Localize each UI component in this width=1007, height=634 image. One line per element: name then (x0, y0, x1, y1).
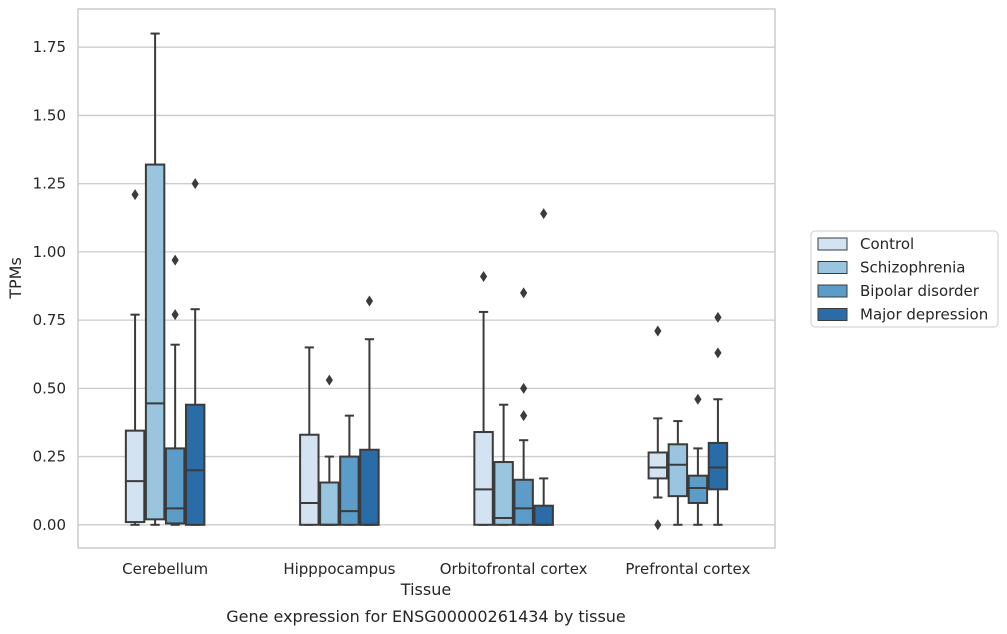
legend-label: Bipolar disorder (860, 282, 980, 300)
y-tick-label: 0.75 (33, 311, 66, 329)
legend: Control Schizophrenia Bipolar disorder Majo… (810, 230, 999, 328)
outlier-point (520, 287, 528, 299)
box-iqr (124, 429, 146, 524)
box-major-depression (359, 295, 380, 526)
y-axis-label: TPMs (6, 257, 25, 300)
x-tick-label: Prefrontal cortex (625, 560, 750, 578)
y-tick-label: 1.50 (33, 106, 66, 124)
box-schizophrenia (144, 32, 166, 526)
box-major-depression (184, 178, 206, 526)
legend-label: Schizophrenia (860, 259, 965, 277)
x-tick-label: Hipppocampus (283, 560, 395, 578)
outlier-point (520, 410, 528, 422)
box-bipolar-disorder (164, 254, 186, 526)
y-tick-label: 1.25 (33, 175, 66, 193)
legend-swatch (817, 308, 848, 321)
legend-label: Control (860, 235, 914, 253)
x-axis-label: Tissue (400, 580, 451, 599)
chart-caption: Gene expression for ENSG00000261434 by t… (226, 607, 626, 626)
outlier-point (654, 519, 662, 531)
box-iqr (299, 433, 320, 526)
box-iqr (533, 504, 554, 526)
legend-frame (810, 230, 999, 328)
x-tick-label: Orbitofrontal cortex (440, 560, 588, 578)
legend-swatch (817, 237, 848, 251)
box-iqr (493, 461, 514, 526)
box-major-depression (707, 311, 729, 526)
legend-label: Major depression (860, 306, 988, 324)
y-tick-label: 0.25 (33, 448, 66, 466)
box-iqr (667, 443, 689, 498)
y-tick-label: 1.75 (33, 38, 66, 56)
box-bipolar-disorder (339, 414, 360, 526)
outlier-point (540, 208, 548, 220)
outlier-point (365, 295, 374, 307)
outlier-point (131, 189, 139, 201)
boxes (124, 32, 729, 531)
box-iqr (144, 163, 166, 521)
y-tick-label: 0.00 (33, 516, 66, 534)
outlier-point (694, 393, 702, 405)
box-iqr (687, 474, 709, 504)
outlier-point (520, 382, 528, 394)
box-iqr (707, 441, 729, 491)
box-iqr (473, 431, 494, 526)
box-iqr (513, 478, 534, 526)
box-bipolar-disorder (687, 393, 709, 526)
outlier-point (714, 311, 722, 323)
box-control (124, 189, 146, 526)
x-tick-labels: Cerebellum Hipppocampus Orbitofrontal cort… (122, 560, 750, 578)
y-tick-label: 1.00 (33, 243, 66, 261)
box-iqr (319, 481, 340, 526)
outlier-point (479, 270, 488, 282)
box-iqr (184, 403, 206, 526)
legend-swatch (817, 261, 848, 274)
outlier-point (654, 325, 662, 337)
box-major-depression (533, 208, 554, 526)
box-schizophrenia (493, 403, 514, 526)
box-schizophrenia (667, 420, 689, 526)
outlier-point (325, 374, 333, 386)
y-tick-label: 0.50 (33, 379, 66, 397)
legend-swatch (817, 284, 848, 298)
box-iqr (647, 451, 669, 480)
outlier-point (171, 309, 179, 321)
box-schizophrenia (319, 374, 340, 526)
y-tick-labels: 0.00 0.25 0.50 0.75 1.00 1.25 1.50 1.75 (33, 38, 66, 534)
box-iqr (164, 447, 186, 525)
box-iqr (359, 448, 380, 526)
outlier-point (714, 347, 722, 359)
box-control (647, 325, 669, 531)
outlier-point (191, 178, 199, 190)
box-iqr (339, 455, 360, 526)
x-tick-label: Cerebellum (122, 560, 208, 578)
box-control (299, 346, 320, 526)
box-bipolar-disorder (513, 287, 534, 526)
outlier-point (171, 254, 179, 266)
box-control (473, 270, 494, 526)
